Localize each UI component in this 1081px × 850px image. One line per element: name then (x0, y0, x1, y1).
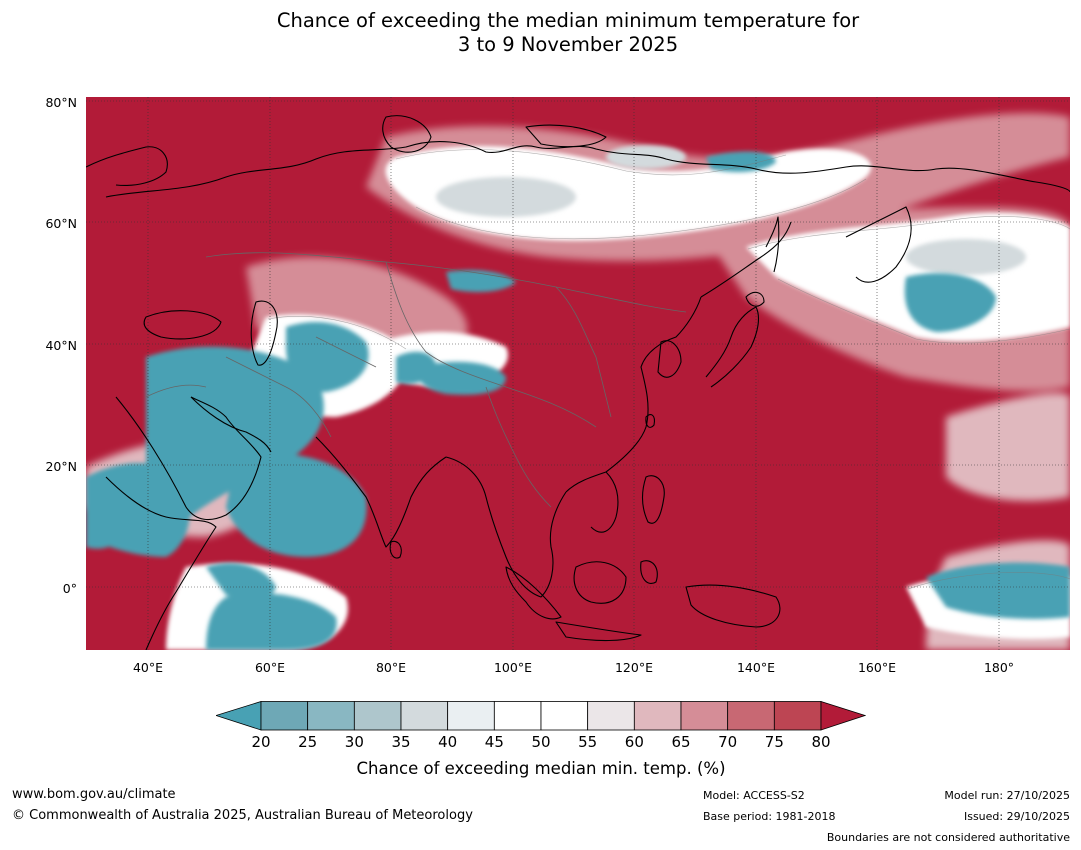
colorbar-extend-high (820, 700, 867, 731)
legend-tick-label: 40 (438, 733, 458, 751)
footer-model: Model: ACCESS-S2 (703, 789, 805, 802)
footer-copyright: © Commonwealth of Australia 2025, Austra… (12, 808, 473, 823)
lat-label-80n: 80°N (45, 95, 77, 110)
legend-colorbar (214, 700, 867, 731)
legend-tick-label: 65 (671, 733, 691, 751)
legend-tick-label: 30 (344, 733, 364, 751)
colorbar-bin (493, 701, 542, 731)
colorbar-bin (727, 701, 775, 731)
lat-label-40n: 40°N (45, 338, 77, 353)
lon-label-100e: 100°E (493, 660, 532, 675)
lon-label-160e: 160°E (857, 660, 896, 675)
lon-label-40e: 40°E (132, 660, 164, 675)
lon-label-180: 180° (983, 660, 1015, 675)
footer-base-period: Base period: 1981-2018 (703, 810, 836, 823)
graticule (86, 97, 1070, 650)
legend-label: Chance of exceeding median min. temp. (%… (356, 759, 726, 778)
colorbar-bin (773, 701, 822, 731)
low-probability-zones (86, 151, 1070, 650)
legend-tick-label: 75 (764, 733, 784, 751)
legend-tick-label: 25 (298, 733, 318, 751)
colorbar-bin (680, 701, 729, 731)
colorbar-bin (260, 701, 309, 731)
footer-issued: Issued: 29/10/2025 (963, 810, 1070, 823)
colorbar-bin (587, 701, 635, 731)
colorbar-graphic (214, 700, 867, 731)
footer-disclaimer: Boundaries are not considered authoritat… (826, 831, 1070, 844)
map-canvas (86, 97, 1070, 650)
colorbar-extend-low (214, 700, 262, 731)
lon-label-80e: 80°E (375, 660, 407, 675)
colorbar-bin (307, 701, 355, 731)
legend-tick-label: 50 (531, 733, 551, 751)
colorbar-bin (447, 701, 495, 731)
title-line-1: Chance of exceeding the median minimum t… (276, 9, 860, 32)
colorbar-bin (633, 701, 682, 731)
title-line-2: 3 to 9 November 2025 (457, 33, 679, 56)
contour-lines (267, 149, 1070, 590)
country-boundaries (145, 252, 687, 508)
legend-tick-label: 55 (578, 733, 598, 751)
legend-tick-label: 45 (484, 733, 504, 751)
chart-title: Chance of exceeding the median minimum t… (0, 9, 1081, 57)
legend-tick-label: 60 (624, 733, 644, 751)
colorbar-bin (400, 701, 449, 731)
legend-tick-label: 20 (251, 733, 271, 751)
forecast-map (86, 97, 1070, 650)
lat-label-20n: 20°N (45, 459, 77, 474)
footer-model-run: Model run: 27/10/2025 (944, 789, 1070, 802)
lat-label-0: 0° (62, 581, 77, 596)
lon-label-140e: 140°E (736, 660, 775, 675)
colorbar-bin (540, 701, 589, 731)
footer-url: www.bom.gov.au/climate (12, 787, 176, 802)
lon-label-60e: 60°E (254, 660, 286, 675)
legend-tick-label: 80 (811, 733, 831, 751)
legend-tick-label: 35 (391, 733, 411, 751)
lat-label-60n: 60°N (45, 216, 77, 231)
coastlines (86, 115, 1070, 650)
colorbar-bin (353, 701, 402, 731)
legend-tick-label: 70 (718, 733, 738, 751)
lon-label-120e: 120°E (614, 660, 653, 675)
